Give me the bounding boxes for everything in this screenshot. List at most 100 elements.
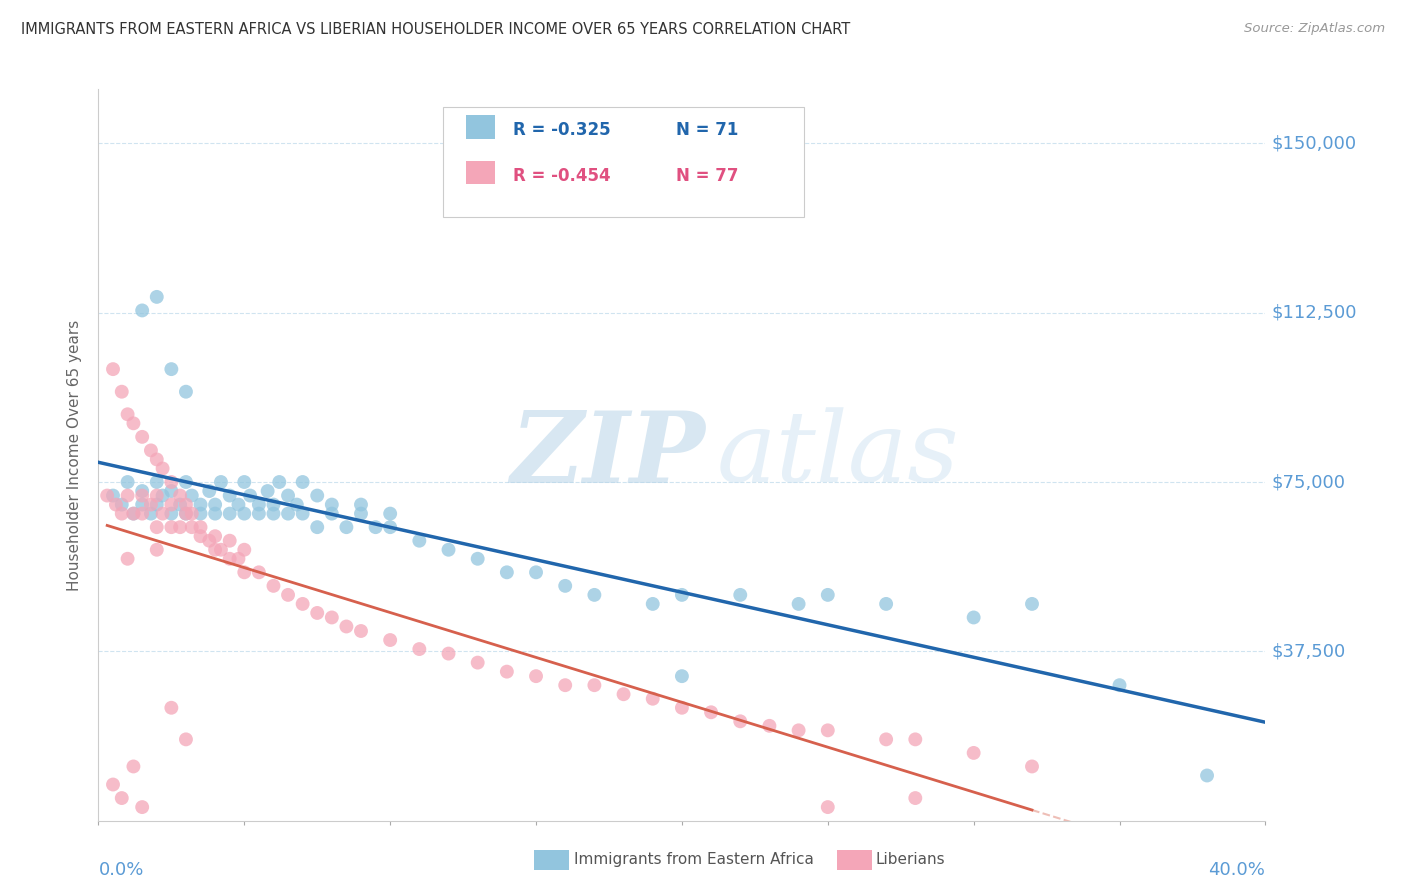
Point [174, 384, 197, 399]
Point [277, 507, 299, 521]
Point [291, 475, 314, 489]
Point [671, 669, 693, 683]
Point [160, 362, 183, 376]
Point [262, 498, 284, 512]
Point [131, 498, 153, 512]
Text: $75,000: $75,000 [1271, 473, 1346, 491]
Point [160, 475, 183, 489]
Point [524, 669, 547, 683]
Point [146, 290, 169, 304]
Point [408, 642, 430, 657]
Point [174, 732, 197, 747]
Point [378, 520, 402, 534]
Point [180, 489, 202, 503]
Bar [465, 161, 495, 185]
Point [190, 520, 212, 534]
Y-axis label: Householder Income Over 65 years: Householder Income Over 65 years [67, 319, 83, 591]
Text: 0.0%: 0.0% [98, 861, 143, 879]
Point [131, 489, 153, 503]
Point [307, 520, 329, 534]
Point [321, 610, 343, 624]
Text: $37,500: $37,500 [1271, 642, 1346, 660]
Point [875, 732, 897, 747]
Point [437, 647, 460, 661]
Point [174, 498, 197, 512]
Point [160, 483, 183, 498]
Point [146, 489, 169, 503]
Point [285, 498, 308, 512]
Point [247, 498, 270, 512]
Point [307, 606, 329, 620]
Point [239, 489, 262, 503]
Point [139, 498, 162, 512]
Point [1021, 597, 1043, 611]
Point [233, 566, 256, 580]
Point [247, 507, 270, 521]
Point [1021, 759, 1043, 773]
Text: atlas: atlas [717, 408, 960, 502]
Point [146, 520, 169, 534]
Point [198, 483, 221, 498]
Point [131, 507, 153, 521]
Point [152, 489, 174, 503]
Text: Liberians: Liberians [876, 853, 946, 867]
Point [122, 417, 145, 431]
Point [122, 507, 145, 521]
Text: Source: ZipAtlas.com: Source: ZipAtlas.com [1244, 22, 1385, 36]
Point [101, 778, 124, 792]
Point [180, 520, 202, 534]
Text: 40.0%: 40.0% [1209, 861, 1265, 879]
Point [335, 619, 357, 633]
Point [583, 678, 606, 692]
Point [160, 507, 183, 521]
Point [378, 507, 402, 521]
Point [291, 507, 314, 521]
Text: $112,500: $112,500 [1271, 303, 1357, 322]
Point [262, 579, 284, 593]
Point [169, 489, 191, 503]
Point [218, 507, 240, 521]
Point [152, 461, 174, 475]
Point [169, 498, 191, 512]
Point [111, 384, 134, 399]
Point [204, 498, 226, 512]
Point [117, 475, 139, 489]
Point [641, 597, 664, 611]
Point [758, 719, 780, 733]
Point [96, 489, 118, 503]
Point [262, 507, 284, 521]
Point [787, 597, 810, 611]
Point [307, 489, 329, 503]
Point [209, 542, 232, 557]
Point [111, 791, 134, 805]
Text: N = 71: N = 71 [676, 121, 738, 139]
Text: N = 77: N = 77 [676, 167, 738, 185]
Point [350, 507, 373, 521]
Point [117, 489, 139, 503]
Point [467, 551, 489, 566]
Point [139, 443, 162, 458]
Point [131, 800, 153, 814]
Point [554, 678, 576, 692]
Point [174, 507, 197, 521]
Point [228, 498, 250, 512]
Point [104, 498, 127, 512]
Point [111, 507, 134, 521]
Point [139, 507, 162, 521]
Point [228, 551, 250, 566]
Text: R = -0.454: R = -0.454 [513, 167, 610, 185]
Point [146, 498, 169, 512]
Point [700, 706, 723, 720]
Point [256, 483, 278, 498]
Point [204, 542, 226, 557]
Point [209, 475, 232, 489]
Point [612, 687, 634, 701]
Point [198, 533, 221, 548]
Point [554, 579, 576, 593]
Point [408, 533, 430, 548]
Point [131, 430, 153, 444]
Point [641, 691, 664, 706]
Point [160, 520, 183, 534]
Point [190, 529, 212, 543]
Point [321, 507, 343, 521]
